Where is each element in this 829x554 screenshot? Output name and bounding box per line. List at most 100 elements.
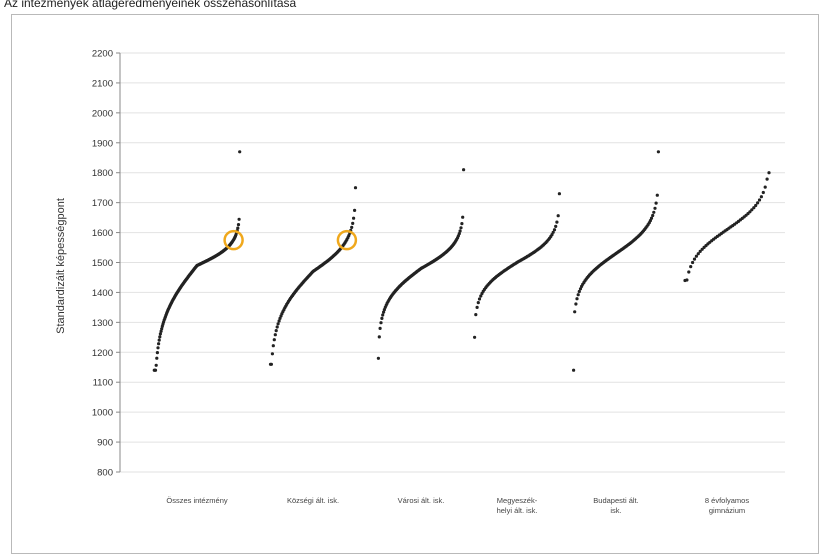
data-point bbox=[476, 301, 480, 305]
data-point bbox=[473, 335, 477, 339]
data-point bbox=[574, 302, 578, 306]
y-tick-label-2100: 2100 bbox=[92, 78, 113, 89]
data-point bbox=[757, 198, 762, 202]
data-point bbox=[350, 225, 354, 229]
y-axis bbox=[116, 52, 121, 473]
data-point bbox=[648, 219, 653, 223]
data-point bbox=[157, 342, 161, 346]
highlight-markers bbox=[223, 229, 358, 251]
y-tick-label-1900: 1900 bbox=[92, 138, 113, 149]
data-point bbox=[272, 338, 276, 342]
data-point bbox=[377, 335, 381, 339]
data-point bbox=[577, 289, 581, 294]
y-tick-label-1100: 1100 bbox=[93, 378, 113, 389]
y-tick-label-1000: 1000 bbox=[92, 408, 113, 419]
data-point bbox=[160, 327, 164, 331]
data-point bbox=[475, 305, 479, 309]
data-point bbox=[575, 297, 579, 301]
data-point bbox=[352, 216, 356, 220]
data-point bbox=[748, 210, 752, 214]
data-point bbox=[754, 203, 758, 208]
data-point bbox=[274, 329, 278, 333]
data-point bbox=[752, 206, 756, 210]
category-label-5: 8 évfolyamos bbox=[705, 496, 749, 505]
data-point bbox=[376, 356, 380, 360]
y-tick-label-1400: 1400 bbox=[92, 288, 113, 299]
data-point bbox=[153, 368, 158, 372]
y-tick-label-1700: 1700 bbox=[92, 198, 113, 209]
data-point bbox=[238, 150, 242, 154]
category-label-1: Községi ált. isk. bbox=[287, 496, 339, 505]
data-point bbox=[155, 356, 159, 360]
data-point bbox=[554, 224, 558, 228]
data-point bbox=[156, 346, 160, 350]
data-point bbox=[651, 213, 655, 218]
highlight-circle-1 bbox=[336, 229, 358, 251]
data-point bbox=[351, 221, 355, 225]
y-axis-title: Standardizált képességpont bbox=[55, 198, 67, 334]
data-point bbox=[275, 325, 279, 329]
data-point bbox=[479, 294, 483, 298]
data-point bbox=[236, 226, 240, 230]
y-tick-label-1600: 1600 bbox=[92, 228, 113, 239]
category-label-4: Budapesti ált. bbox=[593, 496, 638, 505]
y-tick-label-2200: 2200 bbox=[92, 49, 113, 60]
data-point bbox=[382, 310, 386, 314]
data-point bbox=[556, 214, 560, 218]
y-tick-label-1200: 1200 bbox=[92, 348, 113, 359]
data-point bbox=[750, 208, 754, 212]
data-point bbox=[271, 344, 275, 348]
category-label-3: Megyeszék- bbox=[497, 496, 538, 505]
data-point bbox=[687, 270, 691, 274]
data-point bbox=[551, 230, 555, 234]
data-point bbox=[578, 287, 583, 291]
data-point bbox=[237, 217, 241, 221]
data-point bbox=[698, 249, 702, 253]
data-point bbox=[756, 201, 760, 205]
data-point bbox=[576, 293, 580, 297]
category-label-4: isk. bbox=[610, 506, 621, 515]
data-point bbox=[353, 186, 358, 190]
data-point bbox=[653, 206, 657, 210]
score-distribution-chart: 2200 2100 2000 1900 1800 1700 1600 1500 1400 1300… bbox=[55, 49, 785, 515]
data-point bbox=[656, 150, 661, 154]
data-point bbox=[158, 332, 162, 336]
data-point bbox=[474, 313, 478, 317]
data-points bbox=[152, 150, 771, 372]
y-tick-label-1300: 1300 bbox=[92, 318, 113, 329]
data-point bbox=[689, 265, 693, 269]
data-point bbox=[459, 226, 463, 230]
data-point bbox=[691, 260, 695, 265]
gridlines bbox=[120, 52, 785, 473]
data-point bbox=[654, 201, 658, 205]
y-tick-label-2000: 2000 bbox=[92, 108, 113, 119]
data-point bbox=[572, 368, 576, 372]
data-point bbox=[379, 321, 383, 325]
data-point bbox=[157, 338, 161, 342]
data-point bbox=[154, 363, 158, 367]
page-title: Az intézmények átlageredményeinek összeh… bbox=[4, 0, 297, 10]
data-point bbox=[155, 351, 159, 355]
data-point bbox=[353, 208, 357, 212]
data-point bbox=[573, 310, 577, 314]
data-point bbox=[555, 220, 559, 224]
category-label-3: helyi ált. isk. bbox=[497, 506, 538, 515]
data-point bbox=[460, 222, 464, 226]
data-point bbox=[759, 195, 764, 199]
data-point bbox=[685, 278, 689, 282]
y-tick-label-1500: 1500 bbox=[92, 258, 113, 269]
data-point bbox=[694, 254, 699, 258]
data-point bbox=[462, 168, 466, 172]
data-point bbox=[552, 228, 557, 232]
data-point bbox=[692, 257, 697, 261]
y-tick-labels: 2200 2100 2000 1900 1800 1700 1600 1500 1400 1300… bbox=[92, 49, 113, 479]
y-tick-label-1800: 1800 bbox=[92, 168, 113, 179]
data-point bbox=[381, 313, 385, 317]
data-point bbox=[457, 232, 461, 236]
category-labels: Összes intézmény Községi ált. isk. Városi … bbox=[166, 496, 749, 515]
highlight-circle-0 bbox=[223, 229, 244, 251]
category-label-5: gimnázium bbox=[709, 506, 745, 515]
data-point bbox=[159, 329, 163, 333]
data-point bbox=[458, 229, 462, 233]
data-point bbox=[696, 252, 700, 256]
